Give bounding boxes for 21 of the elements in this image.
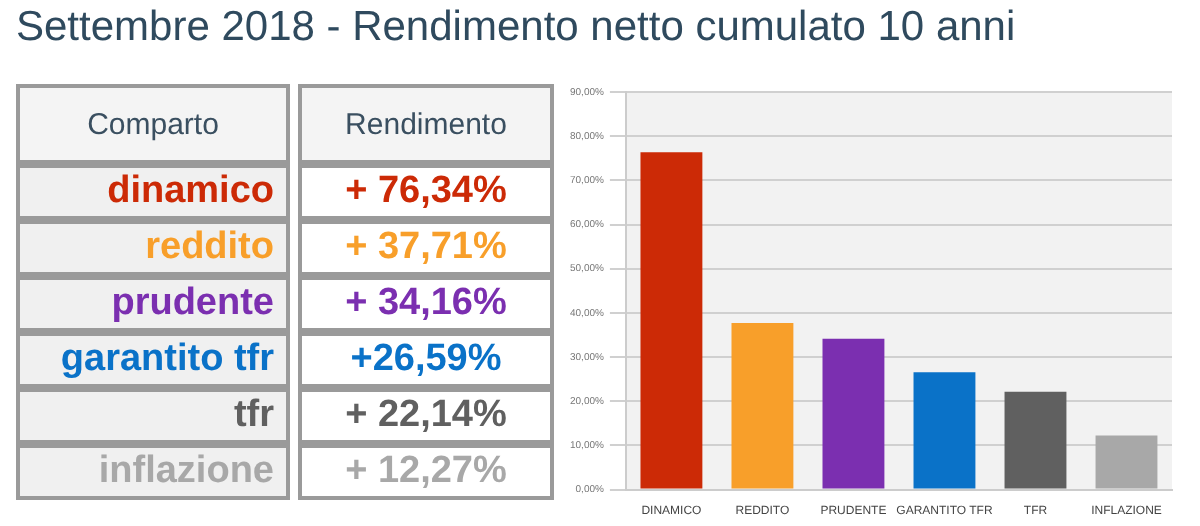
text: + 22,14%: [298, 388, 554, 444]
bar: [822, 338, 885, 489]
text: tfr: [16, 388, 290, 444]
text: +26,59%: [298, 332, 554, 388]
bar: [1004, 391, 1067, 489]
bar: [731, 323, 794, 489]
text: garantito tfr: [16, 332, 290, 388]
text: + 76,34%: [298, 164, 554, 220]
text: Comparto: [16, 84, 290, 164]
bar: [913, 372, 976, 489]
text: inflazione: [16, 444, 290, 500]
text: + 37,71%: [298, 220, 554, 276]
text: Rendimento: [298, 84, 554, 164]
chart-title: Settembre 2018 - Rendimento netto cumulato 10 anni: [16, 4, 1016, 52]
text: + 12,27%: [298, 444, 554, 500]
text: + 34,16%: [298, 276, 554, 332]
bar: [1095, 435, 1158, 489]
text: dinamico: [16, 164, 290, 220]
text: reddito: [16, 220, 290, 276]
bar: [640, 152, 703, 489]
text: prudente: [16, 276, 290, 332]
